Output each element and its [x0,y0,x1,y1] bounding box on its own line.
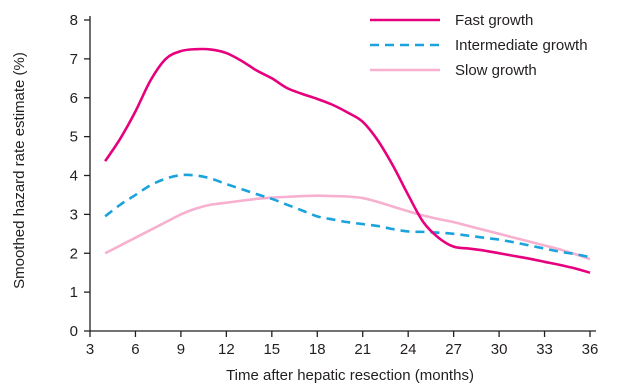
series-line-slow-growth [104,194,591,261]
y-tick-label: 3 [70,206,78,223]
plot-area [104,47,591,274]
y-tick-label: 0 [70,323,78,340]
legend-label: Slow growth [455,62,537,79]
y-tick-label: 5 [70,129,78,146]
y-tick-label: 2 [70,245,78,262]
x-tick-label: 27 [445,341,462,358]
y-tick-label: 6 [70,90,78,107]
series-line-intermediate-growth [104,173,591,259]
y-tick-label: 8 [70,12,78,29]
y-tick-label: 4 [70,168,78,185]
x-tick-label: 15 [263,341,280,358]
legend: Fast growth Intermediate growth Slow growt… [370,12,588,79]
legend-label: Fast growth [455,12,533,29]
x-tick-label: 3 [86,341,94,358]
x-tick-label: 6 [131,341,139,358]
x-tick-label: 36 [582,341,599,358]
y-tick-label: 1 [70,284,78,301]
y-tick-label: 7 [70,51,78,68]
x-tick-label: 24 [400,341,417,358]
y-axis-title: Smoothed hazard rate estimate (%) [11,52,28,289]
x-tick-label: 12 [218,341,235,358]
x-axis-title: Time after hepatic resection (months) [226,367,474,384]
x-tick-label: 30 [491,341,508,358]
x-tick-label: 21 [354,341,371,358]
legend-label: Intermediate growth [455,37,588,54]
x-tick-label: 33 [536,341,553,358]
x-tick-label: 9 [177,341,185,358]
series-line-fast-growth [104,47,591,274]
x-tick-label: 18 [309,341,326,358]
